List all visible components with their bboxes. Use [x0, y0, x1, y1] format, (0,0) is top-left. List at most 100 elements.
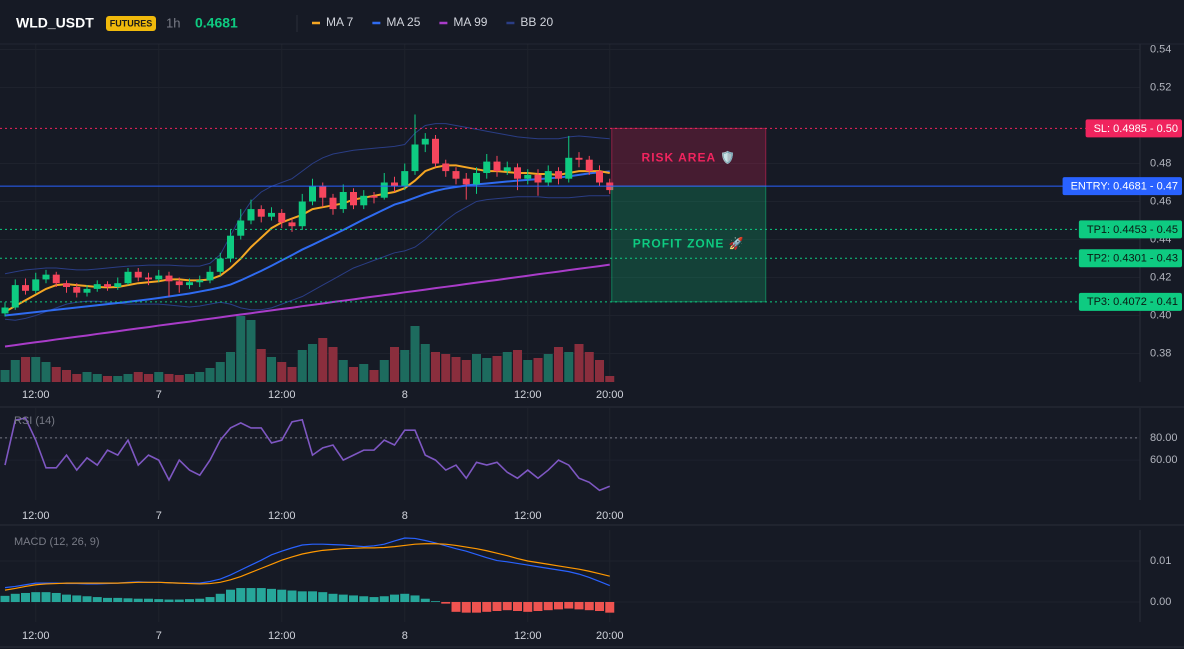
volume-bar	[154, 372, 164, 382]
candle-body	[227, 235, 234, 259]
histogram-bar	[0, 595, 10, 602]
moving-average	[4, 170, 610, 317]
plot-area: 12:00 7 12:00 8 12:00 20:000.380.400.420.440.…	[0, 43, 1184, 648]
histogram-bar	[246, 588, 256, 602]
candle-body	[216, 258, 224, 272]
candle-body	[442, 163, 450, 172]
histogram-bar	[472, 601, 481, 613]
market: FUTURES	[110, 18, 153, 28]
histogram-bar	[277, 589, 287, 602]
level-label: TP1: 0.4453 - 0.45	[1087, 224, 1178, 236]
volume-bar	[492, 356, 502, 382]
level-label: TP3: 0.4072 - 0.41	[1087, 296, 1178, 308]
volume-bar	[287, 367, 297, 382]
histogram-bar	[410, 595, 420, 602]
volume-bar	[277, 362, 287, 382]
legend-label: BB 20	[520, 15, 553, 29]
y-tick-label: 0.48	[1150, 157, 1171, 169]
x-tick-label: 7	[156, 630, 162, 642]
candle-body	[114, 283, 122, 287]
candle-body	[555, 171, 562, 179]
volume-bar	[236, 316, 246, 382]
volume-bar	[267, 357, 276, 382]
band-upper	[4, 123, 610, 275]
legend-label: MA 99	[453, 15, 487, 29]
volume-bar	[451, 357, 461, 382]
level-label-box	[1078, 292, 1182, 311]
header-background	[0, 0, 1184, 44]
candle-body	[483, 161, 491, 173]
volume-bar	[328, 347, 338, 382]
volume-bar	[297, 350, 307, 382]
candle-body	[401, 171, 409, 187]
candle-body	[145, 277, 152, 280]
candle-body	[104, 284, 111, 287]
macd-line	[4, 543, 610, 591]
volume-bar	[431, 352, 440, 382]
x-tick-label: 20:00	[596, 389, 624, 401]
candle-body	[452, 171, 460, 179]
symbol: WLD_USDT	[16, 15, 94, 31]
y-tick-label: 80.00	[1150, 432, 1178, 444]
x-tick-label: 20:00	[596, 630, 624, 642]
y-tick-label: 0.40	[1150, 309, 1171, 321]
histogram-bar	[564, 601, 574, 609]
candle-body	[575, 157, 583, 160]
x-tick-label: 12:00	[514, 630, 542, 642]
level-label-box	[1078, 249, 1182, 268]
histogram-bar	[369, 597, 379, 602]
zone	[611, 127, 767, 187]
y-tick-label: 0.54	[1150, 43, 1171, 55]
volume-bar	[543, 354, 553, 382]
candle-body	[196, 280, 204, 283]
y-tick-label: 0.01	[1150, 555, 1171, 567]
x-tick-label: 12:00	[22, 630, 50, 642]
y-tick-label: 0.46	[1150, 195, 1171, 207]
histogram-bar	[133, 598, 143, 602]
volume-bar	[349, 367, 358, 382]
candle-body	[268, 212, 275, 217]
pane-title: MACD (12, 26, 9)	[14, 536, 100, 548]
candle-body	[278, 212, 286, 223]
histogram-bar	[164, 599, 174, 602]
histogram-bar	[400, 593, 410, 602]
candle-body	[411, 144, 419, 172]
volume-bar	[10, 360, 20, 382]
histogram-bar	[205, 597, 215, 602]
volume-bar	[226, 352, 235, 382]
histogram-bar	[420, 598, 430, 602]
histogram-bar	[236, 588, 246, 602]
histogram-bar	[574, 601, 584, 610]
histogram-bar	[523, 601, 533, 612]
histogram-bar	[554, 601, 563, 610]
histogram-bar	[31, 592, 41, 602]
candle-body	[524, 174, 532, 179]
histogram-bar	[21, 592, 30, 602]
histogram-bar	[451, 601, 461, 612]
candle-body	[257, 209, 265, 217]
candle-body	[247, 209, 255, 221]
histogram-bar	[349, 595, 358, 602]
candle-body	[339, 192, 347, 210]
x-tick-label: 12:00	[268, 510, 296, 522]
candle-body	[288, 222, 296, 227]
volume-bar	[133, 372, 143, 382]
volume-bar	[584, 352, 594, 382]
volume-bar	[103, 376, 112, 382]
candle-body	[350, 192, 357, 206]
candle-body	[380, 182, 388, 198]
histogram-bar	[62, 594, 71, 602]
candle-body	[309, 186, 316, 202]
volume-bar	[420, 344, 430, 382]
volume-bar	[72, 374, 82, 382]
volume-bar	[123, 374, 133, 382]
x-tick-label: 8	[402, 389, 408, 401]
volume-bar	[215, 362, 225, 382]
histogram-bar	[256, 588, 266, 602]
level-label: SL: 0.4985 - 0.50	[1094, 123, 1178, 135]
candle-body	[534, 174, 542, 183]
volume-bar	[205, 368, 215, 382]
zone	[611, 185, 767, 303]
